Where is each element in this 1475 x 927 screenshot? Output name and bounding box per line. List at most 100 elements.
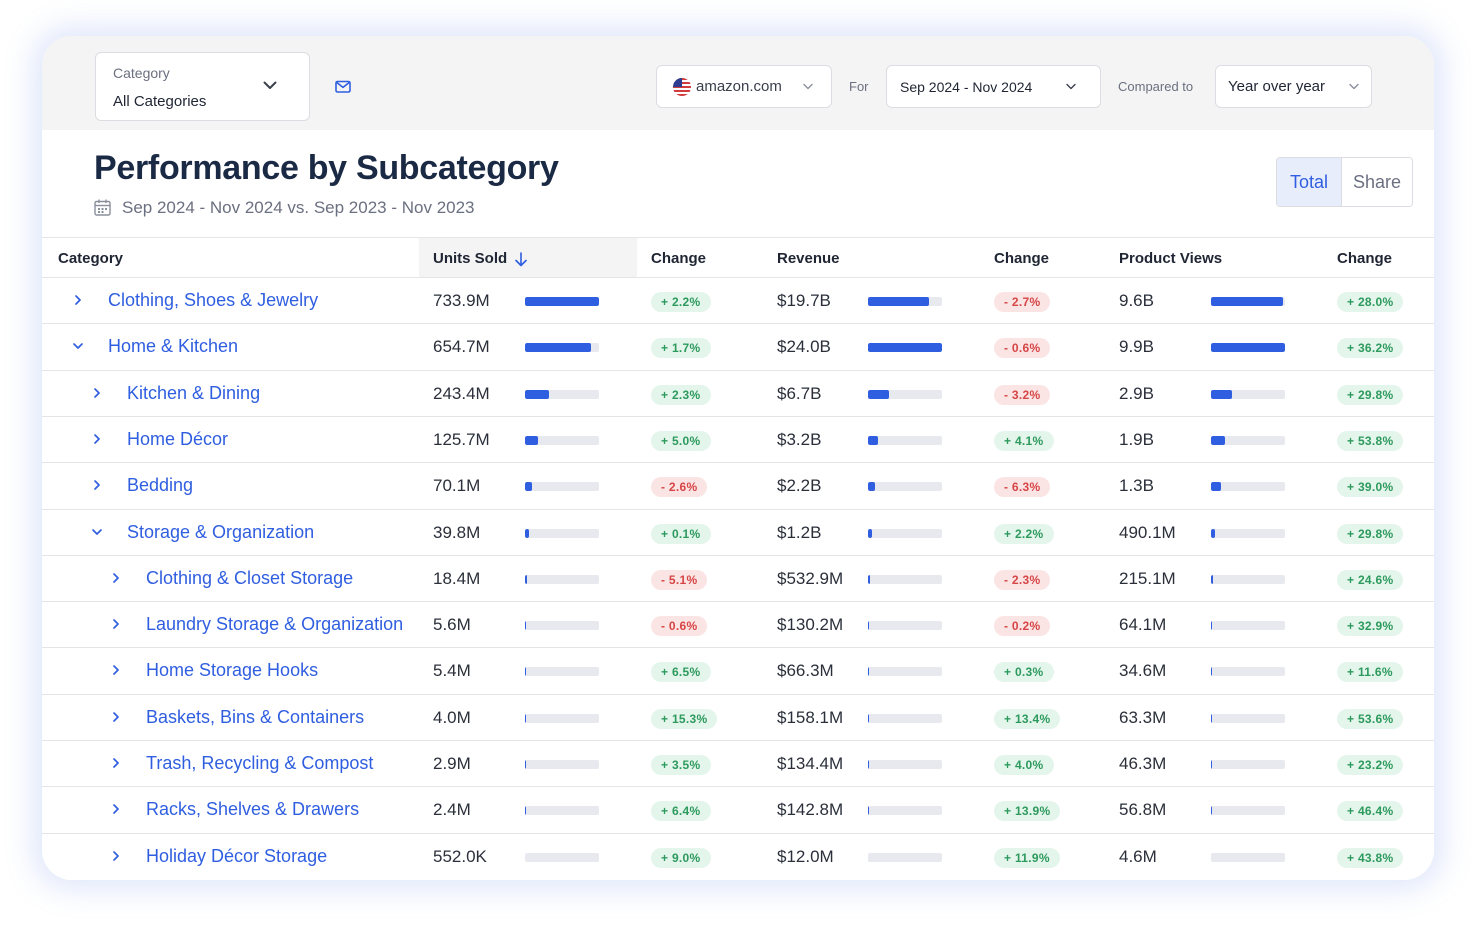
table-row[interactable]: Racks, Shelves & Drawers 2.4M + 6.4% $142.8… xyxy=(42,786,1434,832)
date-range-select[interactable]: Sep 2024 - Nov 2024 xyxy=(886,65,1101,108)
revenue-share-bar-fill xyxy=(868,621,870,631)
category-link[interactable]: Holiday Décor Storage xyxy=(146,845,328,866)
views-share-bar-fill xyxy=(1211,760,1213,769)
units-share-bar xyxy=(525,343,599,353)
chevron-right-icon[interactable] xyxy=(109,849,123,863)
revenue-value: $1.2B xyxy=(777,522,822,542)
table-row[interactable]: Kitchen & Dining 243.4M + 2.3% $6.7B - 3.2% 2… xyxy=(42,369,1434,416)
category-link[interactable]: Kitchen & Dining xyxy=(127,382,261,403)
arrow-down-icon[interactable] xyxy=(514,252,528,267)
units-change-badge: + 1.7% xyxy=(651,338,711,359)
sorted-column-highlight xyxy=(419,238,637,277)
table-row[interactable]: Clothing, Shoes & Jewelry 733.9M + 2.2% $19… xyxy=(42,277,1434,323)
subcategory-performance-card: Category All Categories amazon.com For xyxy=(42,36,1434,880)
category-link[interactable]: Clothing, Shoes & Jewelry xyxy=(108,290,319,310)
chevron-down-icon[interactable] xyxy=(90,525,104,539)
units-share-bar xyxy=(525,435,599,445)
units-share-bar xyxy=(525,574,599,584)
marketplace-select[interactable]: amazon.com xyxy=(656,65,832,108)
table-row[interactable]: Clothing & Closet Storage 18.4M - 5.1% $532… xyxy=(42,554,1434,601)
category-link[interactable]: Baskets, Bins & Containers xyxy=(146,706,365,727)
chevron-right-icon[interactable] xyxy=(90,478,104,492)
units-sold-value: 552.0K xyxy=(433,846,487,866)
category-link[interactable]: Bedding xyxy=(127,475,194,496)
views-change-badge: + 29.8% xyxy=(1337,384,1404,405)
chevron-right-icon[interactable] xyxy=(109,710,123,724)
table-row[interactable]: Home Storage Hooks 5.4M + 6.5% $66.3M + 0.3%… xyxy=(42,647,1434,693)
chevron-right-icon[interactable] xyxy=(109,571,123,585)
views-change-badge: + 39.0% xyxy=(1337,477,1404,498)
category-link[interactable]: Home Storage Hooks xyxy=(146,660,319,681)
category-link[interactable]: Racks, Shelves & Drawers xyxy=(146,799,360,820)
toggle-share-button[interactable]: Share xyxy=(1342,158,1412,206)
column-header-units-change[interactable]: Change xyxy=(651,250,707,267)
views-share-bar xyxy=(1211,667,1285,677)
units-change-badge: - 5.1% xyxy=(651,569,708,590)
views-change-badge: + 53.8% xyxy=(1337,430,1404,451)
category-link[interactable]: Home Décor xyxy=(127,428,229,449)
chevron-down-icon[interactable] xyxy=(71,339,85,353)
views-share-bar xyxy=(1211,297,1285,306)
mail-icon[interactable] xyxy=(335,80,353,94)
chevron-right-icon[interactable] xyxy=(71,293,85,307)
units-sold-value: 4.0M xyxy=(433,707,471,727)
product-views-value: 215.1M xyxy=(1119,568,1176,588)
table-row[interactable]: Baskets, Bins & Containers 4.0M + 15.3% $15… xyxy=(42,693,1434,740)
chevron-right-icon[interactable] xyxy=(90,386,104,400)
comparison-select[interactable]: Year over year xyxy=(1215,65,1372,108)
category-link[interactable]: Clothing & Closet Storage xyxy=(146,567,354,588)
revenue-share-bar xyxy=(868,621,942,631)
table-row[interactable]: Bedding 70.1M - 2.6% $2.2B - 6.3% 1.3B + 39.0% xyxy=(42,462,1434,508)
table-row[interactable]: Home & Kitchen 654.7M + 1.7% $24.0B - 0.6% 9.… xyxy=(42,323,1434,369)
category-link[interactable]: Laundry Storage & Organization xyxy=(146,614,404,635)
column-header-revenue[interactable]: Revenue xyxy=(777,250,840,267)
views-share-bar xyxy=(1211,760,1285,769)
views-share-bar-fill xyxy=(1211,435,1226,445)
units-share-bar-fill xyxy=(525,482,533,492)
chevron-right-icon[interactable] xyxy=(109,756,123,770)
views-change-badge: + 23.2% xyxy=(1337,755,1404,775)
table-header-divider xyxy=(42,237,1434,238)
revenue-value: $532.9M xyxy=(777,568,844,588)
page-title: Performance by Subcategory xyxy=(94,149,559,187)
views-share-bar-fill xyxy=(1211,482,1221,492)
category-select[interactable]: Category All Categories xyxy=(95,52,310,121)
category-select-label: Category xyxy=(113,65,170,81)
revenue-share-bar xyxy=(868,667,942,677)
table-row[interactable]: Laundry Storage & Organization 5.6M - 0.6%… xyxy=(42,601,1434,647)
revenue-share-bar-fill xyxy=(868,806,870,816)
chevron-right-icon[interactable] xyxy=(109,663,123,677)
column-header-product-views[interactable]: Product Views xyxy=(1119,250,1223,267)
units-change-badge: - 0.6% xyxy=(651,616,708,637)
total-share-toggle: Total Share xyxy=(1276,157,1413,207)
chevron-right-icon[interactable] xyxy=(109,617,123,631)
category-link[interactable]: Home & Kitchen xyxy=(108,336,239,357)
units-sold-value: 125.7M xyxy=(433,429,490,449)
revenue-share-bar xyxy=(868,713,942,723)
views-share-bar xyxy=(1211,389,1285,399)
units-sold-value: 2.9M xyxy=(433,754,471,773)
category-link[interactable]: Storage & Organization xyxy=(127,521,315,542)
calendar-icon xyxy=(94,199,111,216)
units-share-bar xyxy=(525,667,599,677)
column-header-revenue-change[interactable]: Change xyxy=(994,250,1050,267)
toggle-total-button[interactable]: Total xyxy=(1277,158,1343,206)
views-share-bar xyxy=(1211,574,1285,584)
category-link[interactable]: Trash, Recycling & Compost xyxy=(146,753,374,773)
views-change-badge: + 43.8% xyxy=(1337,847,1404,868)
chevron-right-icon[interactable] xyxy=(109,802,123,816)
views-share-bar-fill xyxy=(1211,806,1213,816)
revenue-change-badge: + 0.3% xyxy=(994,662,1054,683)
views-change-badge: + 28.0% xyxy=(1337,292,1404,312)
table-row[interactable]: Storage & Organization 39.8M + 0.1% $1.2B + … xyxy=(42,508,1434,555)
units-share-bar-fill xyxy=(525,435,538,445)
units-share-bar xyxy=(525,806,599,816)
column-header-category[interactable]: Category xyxy=(58,250,124,267)
table-row[interactable]: Holiday Décor Storage 552.0K + 9.0% $12.0M +… xyxy=(42,832,1434,879)
revenue-share-bar-fill xyxy=(868,574,870,584)
table-row[interactable]: Home Décor 125.7M + 5.0% $3.2B + 4.1% 1.9B + 5… xyxy=(42,415,1434,462)
column-header-views-change[interactable]: Change xyxy=(1337,250,1393,267)
column-header-units-sold[interactable]: Units Sold xyxy=(433,250,508,267)
chevron-right-icon[interactable] xyxy=(90,432,104,446)
table-row[interactable]: Trash, Recycling & Compost 2.9M + 3.5% $134… xyxy=(42,740,1434,786)
